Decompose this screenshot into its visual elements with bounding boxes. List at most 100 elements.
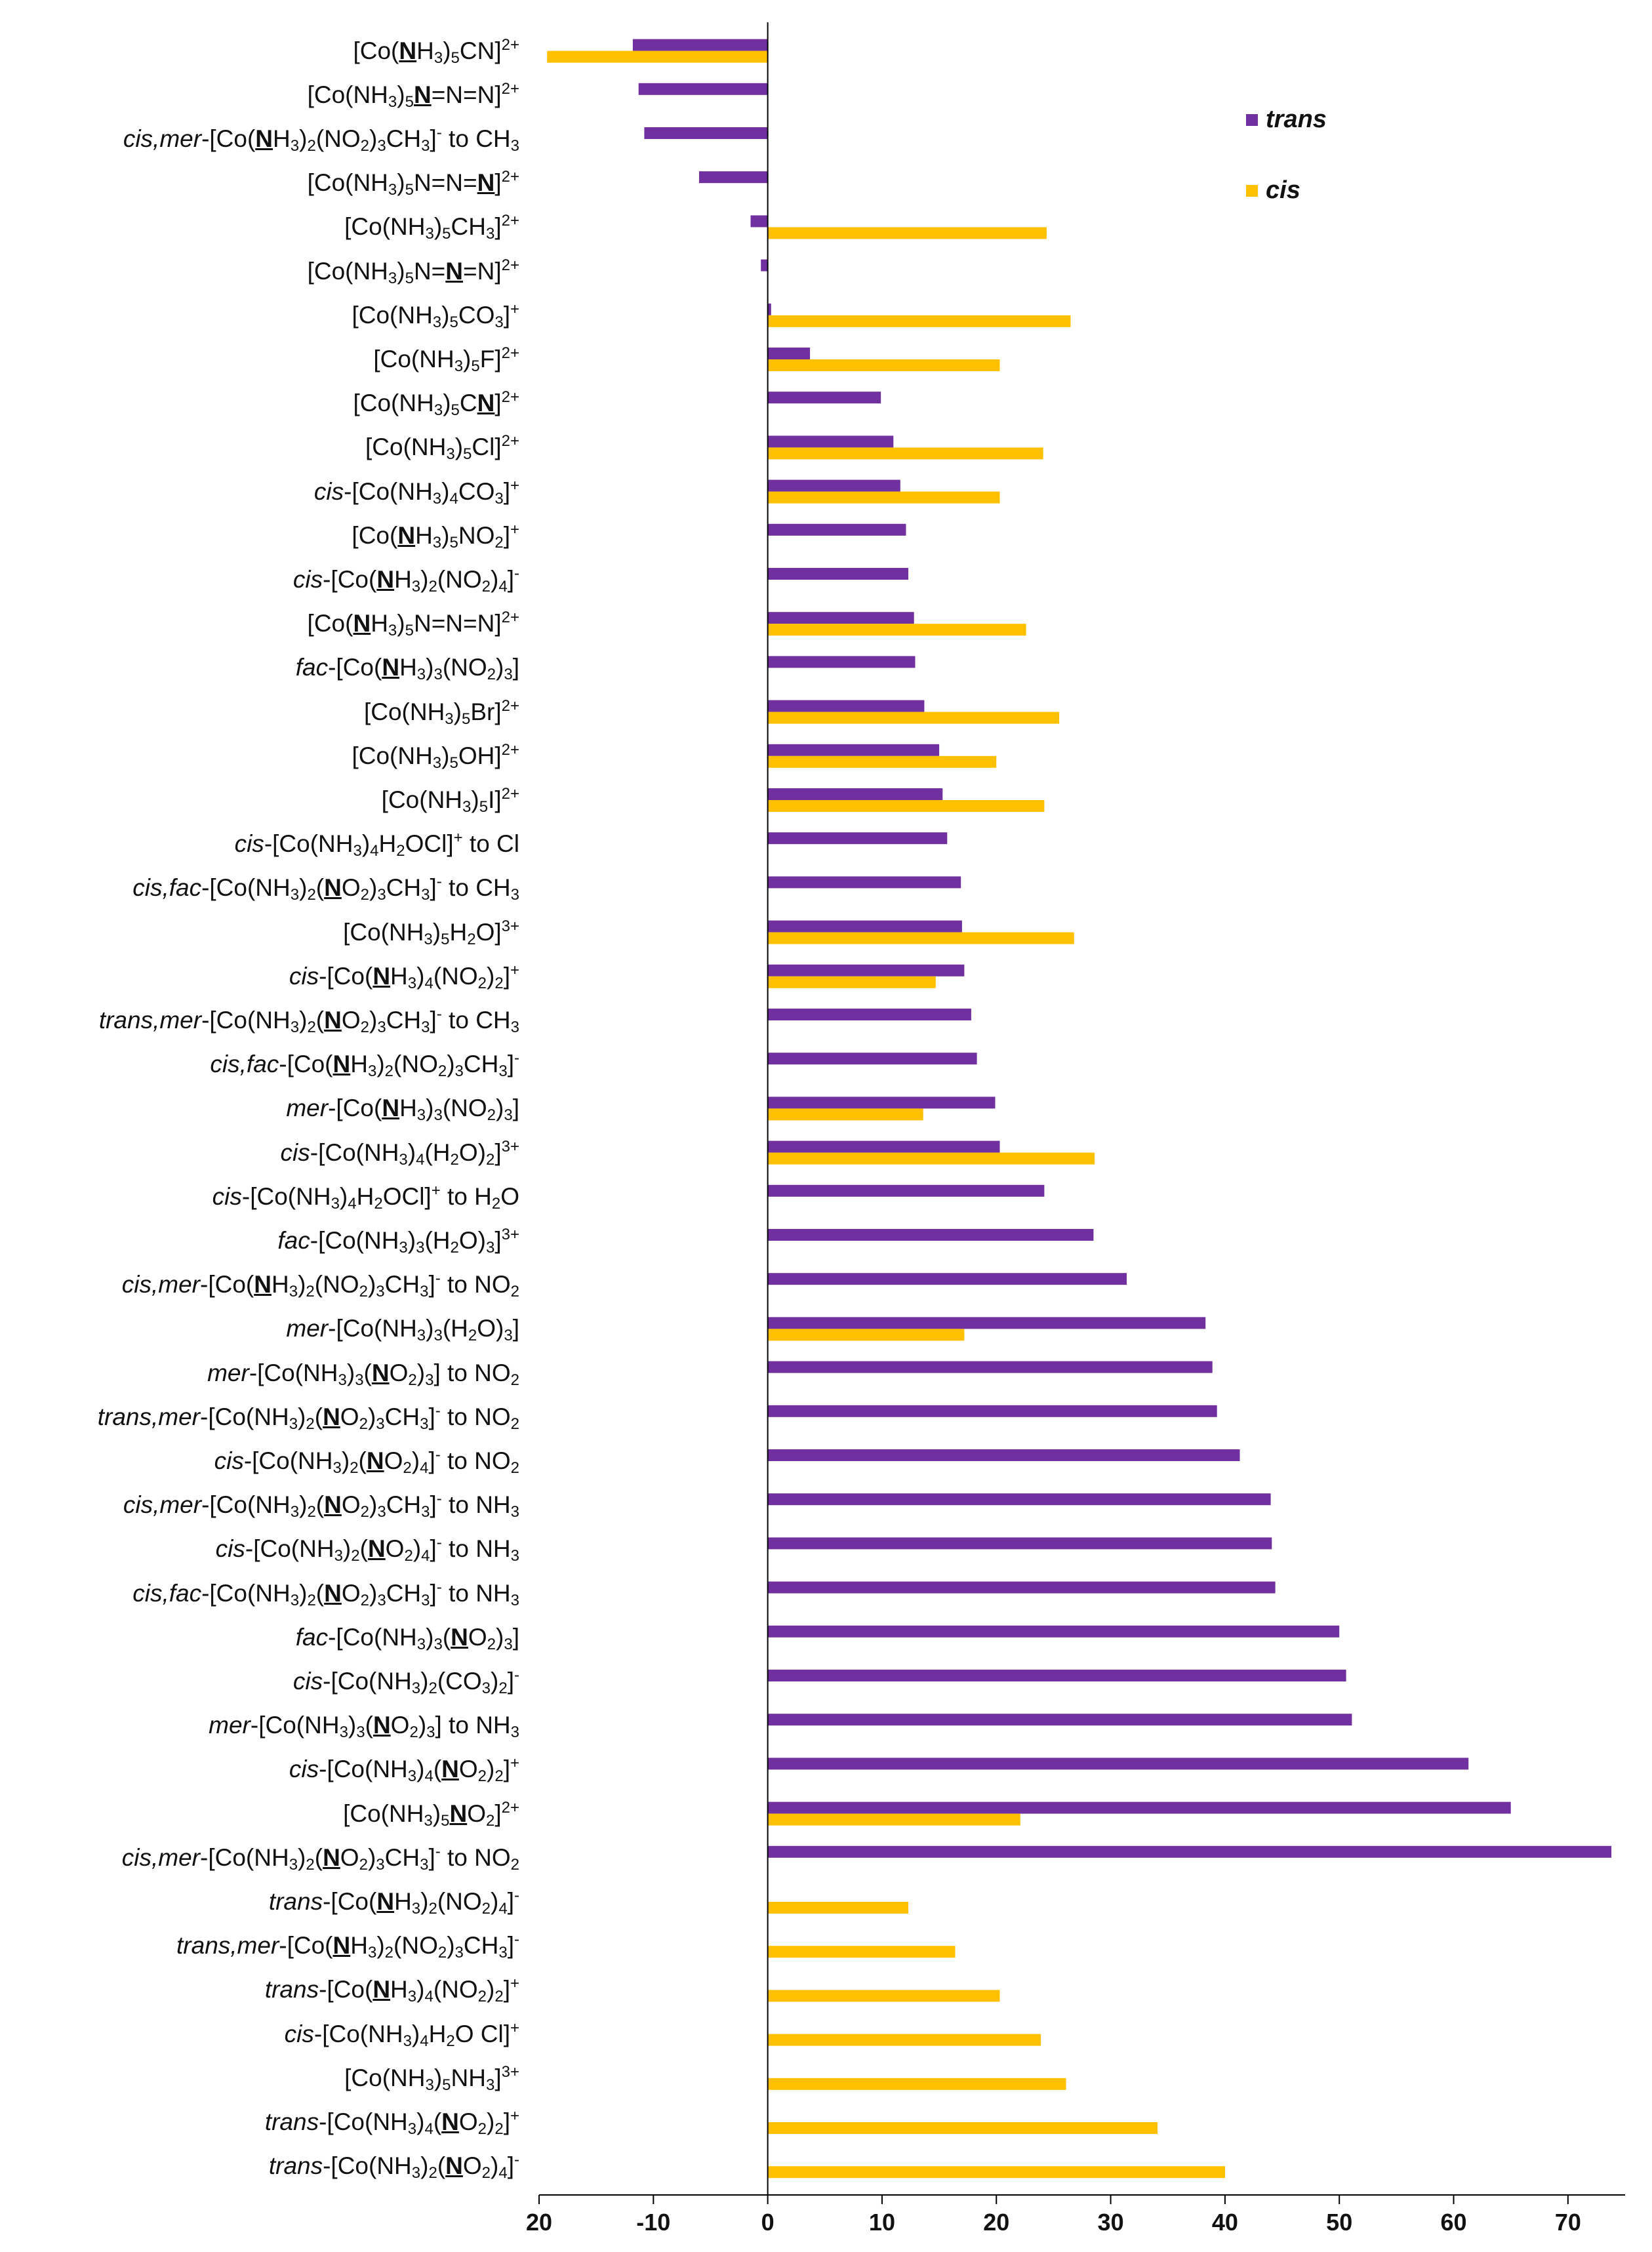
category-label: cis-[Co(NH3)4(NO2)2]+: [289, 1754, 519, 1786]
legend-swatch-trans: [1246, 114, 1258, 126]
category-label: cis-[Co(NH3)4H2OCl]+ to Cl: [234, 829, 519, 860]
bar-trans: [632, 39, 768, 51]
category-label: trans-[Co(NH3)4(NO2)2]+: [264, 1975, 519, 2006]
category-label: cis,mer-[Co(NH3)2(NO2)3CH3]- to NH3: [123, 1490, 519, 1521]
category-label: [Co(NH3)5NH3]3+: [344, 2062, 519, 2094]
x-tick-label: 30: [1098, 2209, 1124, 2236]
legend-item-trans: trans: [1246, 105, 1327, 134]
x-tick-label: 20: [983, 2209, 1009, 2236]
bar-cis: [767, 1108, 923, 1121]
bar-cis: [767, 932, 1074, 944]
category-label: cis,fac-[Co(NH3)2(NO2)3CH3]- to NH3: [132, 1578, 519, 1609]
bar-cis: [767, 1990, 1000, 2002]
bar-trans: [767, 1714, 1352, 1726]
category-label: mer-[Co(NH3)3(H2O)3]: [286, 1315, 519, 1345]
category-label: mer-[Co(NH3)3(NO2)3] to NH3: [209, 1712, 519, 1742]
bar-cis: [767, 800, 1045, 812]
category-label: cis-[Co(NH3)2(NO2)4]- to NO2: [214, 1446, 519, 1477]
category-label: cis-[Co(NH3)2(NO2)4]- to NH3: [215, 1534, 519, 1565]
bar-trans: [767, 1405, 1217, 1417]
category-label: [Co(NH3)5CH3]2+: [344, 212, 519, 243]
bar-cis: [767, 491, 1000, 504]
bar-trans: [767, 788, 943, 800]
category-label: trans,mer-[Co(NH3)2(NO2)3CH3]-: [176, 1931, 519, 1962]
legend-item-cis: cis: [1246, 176, 1300, 205]
category-label: cis-[Co(NH3)4(NO2)2]+: [289, 961, 519, 992]
category-label: trans-[Co(NH3)2(NO2)4]-: [268, 1887, 519, 1918]
bar-trans: [767, 964, 965, 976]
bar-trans: [767, 1361, 1213, 1373]
legend-label-trans: trans: [1266, 106, 1327, 133]
bar-trans: [767, 1009, 971, 1020]
category-label: cis-[Co(NH3)4H2OCl]+ to H2O: [212, 1181, 519, 1213]
bar-cis: [767, 1946, 956, 1958]
category-label: trans,mer-[Co(NH3)2(NO2)3CH3]- to CH3: [98, 1005, 519, 1036]
bar-cis: [767, 712, 1060, 724]
category-label: [Co(NH3)5N=N=N]2+: [307, 256, 519, 287]
category-label: trans,mer-[Co(NH3)2(NO2)3CH3]- to NO2: [97, 1401, 519, 1433]
category-label: cis,fac-[Co(NH3)2(NO2)3CH3]- to CH3: [132, 873, 519, 904]
x-tick-label: 0: [761, 2209, 775, 2236]
bar-trans: [638, 83, 768, 95]
bar-cis: [767, 624, 1026, 636]
bar-cis: [547, 50, 768, 63]
category-label: trans-[Co(NH3)4(NO2)2]+: [264, 2107, 519, 2138]
category-label: [Co(NH3)5I]2+: [381, 785, 519, 816]
category-label: mer-[Co(NH3)3(NO2)3]: [286, 1095, 519, 1125]
bar-trans: [767, 920, 962, 933]
bar-trans: [767, 1449, 1240, 1461]
bar-cis: [767, 2034, 1041, 2046]
bar-trans: [767, 479, 900, 492]
bar-trans: [767, 523, 906, 536]
bar-trans: [767, 348, 811, 359]
bar-cis: [767, 359, 1000, 371]
bar-trans: [767, 1537, 1272, 1550]
bar-trans: [767, 1096, 996, 1109]
bar-trans: [767, 1184, 1045, 1197]
bar-cis: [767, 1813, 1020, 1826]
bar-cis: [767, 1152, 1095, 1165]
category-label: mer-[Co(NH3)3(NO2)3] to NO2: [207, 1359, 519, 1389]
bar-trans: [767, 832, 948, 845]
category-label: cis,mer-[Co(NH3)2(NO2)3CH3]- to CH3: [123, 124, 519, 155]
bar-trans: [767, 1801, 1511, 1814]
bar-cis: [767, 2122, 1158, 2134]
x-tick-label: 10: [869, 2209, 895, 2236]
bar-cis: [767, 976, 936, 988]
bar-trans: [750, 215, 768, 228]
category-label: cis-[Co(NH3)4CO3]+: [313, 476, 519, 508]
category-label: [Co(NH3)5CN]2+: [353, 35, 519, 67]
category-label: [Co(NH3)5H2O]3+: [343, 917, 519, 948]
category-label: [Co(NH3)5N=N=N]2+: [307, 168, 519, 199]
category-label: cis-[Co(NH3)4(H2O)2]3+: [280, 1137, 519, 1169]
bar-trans: [767, 1758, 1469, 1770]
bar-trans: [767, 568, 908, 580]
bar-trans: [761, 259, 768, 271]
bar-trans: [767, 1493, 1271, 1506]
category-label: cis-[Co(NH3)4H2O Cl]+: [284, 2019, 519, 2050]
category-label: fac-[Co(NH3)3(H2O)3]3+: [277, 1226, 519, 1257]
category-label: [Co(NH3)5OH]2+: [352, 740, 519, 772]
bar-trans: [767, 435, 894, 448]
bar-trans: [767, 1317, 1206, 1329]
bar-trans: [767, 303, 771, 315]
bar-cis: [767, 2166, 1225, 2179]
bar-trans: [699, 171, 768, 184]
category-label: trans-[Co(NH3)2(NO2)4]-: [268, 2151, 519, 2182]
category-label: [Co(NH3)5CO3]+: [352, 300, 519, 331]
category-label: [Co(NH3)5NO2]2+: [343, 1798, 519, 1830]
bar-cis: [767, 1329, 965, 1341]
x-tick-label: 60: [1441, 2209, 1467, 2236]
category-label: [Co(NH3)5NO2]+: [352, 520, 519, 552]
bar-trans: [767, 1670, 1346, 1681]
bar-trans: [767, 1273, 1127, 1285]
bar-trans: [767, 1581, 1276, 1594]
category-label: cis,fac-[Co(NH3)2(NO2)3CH3]-: [210, 1049, 519, 1081]
bar-trans: [767, 392, 881, 404]
bar-cis: [767, 755, 997, 768]
bar-trans: [767, 700, 925, 712]
bar-trans: [644, 127, 768, 139]
bar-trans: [767, 744, 940, 756]
